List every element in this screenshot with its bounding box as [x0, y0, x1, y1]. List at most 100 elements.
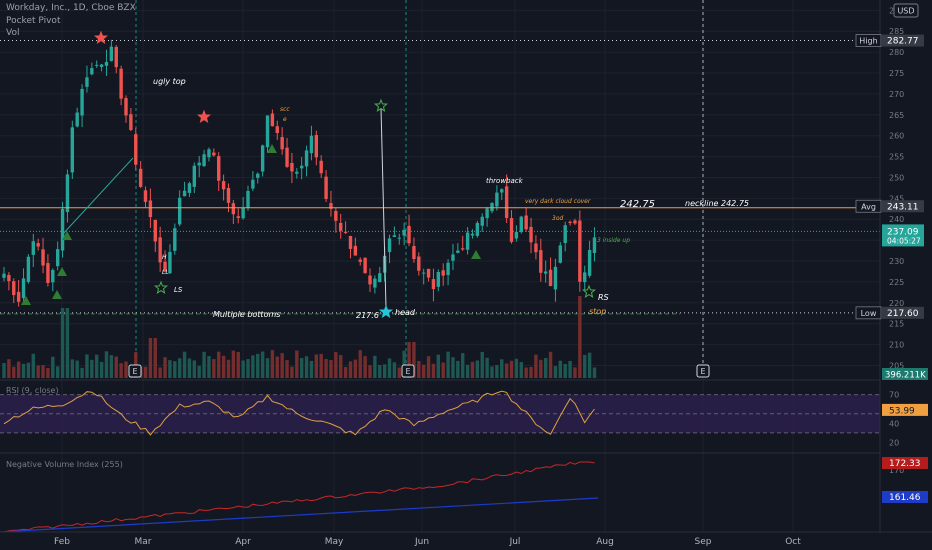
price-badge-tag-label: Low [861, 309, 877, 318]
volume-bar [90, 359, 94, 378]
candle-body [12, 281, 16, 296]
pivot-triangle [21, 296, 31, 305]
time-axis-label: Mar [135, 537, 152, 547]
rsi-value: 53.99 [889, 406, 915, 416]
candle-body [309, 135, 314, 154]
earnings-box [696, 364, 710, 378]
price-tick-label: 250 [889, 173, 904, 182]
volume-bar [7, 359, 11, 378]
volume-bar [539, 359, 543, 378]
candle-body [182, 190, 187, 197]
price-badge-value: 237.09 [887, 227, 919, 237]
volume-bar [104, 351, 109, 378]
candle-body [265, 115, 270, 148]
candle-body [587, 249, 592, 276]
price-badge [882, 306, 924, 319]
volume-bar [524, 367, 528, 378]
annotation-multiple-bottoms: Multiple bottoms [213, 310, 280, 319]
candle-body [85, 77, 89, 87]
price-tick-label: 255 [889, 153, 904, 162]
candle-body [397, 237, 401, 239]
volume-bar [583, 354, 587, 378]
volume-bar [85, 354, 89, 378]
volume-bar [51, 356, 55, 378]
price-tick-label: 225 [889, 278, 904, 287]
candle-body [578, 220, 582, 282]
candle-body [563, 225, 567, 243]
volume-bar [509, 360, 514, 378]
volume-bar [60, 308, 65, 378]
star-marker [94, 30, 108, 45]
candle-body [158, 237, 162, 263]
candle-body [90, 68, 94, 75]
symbol-title[interactable]: Workday, Inc., 1D, Cboe BZX [6, 3, 136, 13]
candle-body [319, 160, 323, 174]
candle-body [134, 134, 138, 165]
volume-bar [500, 359, 504, 378]
candle-body [558, 245, 563, 263]
volume-bar [373, 355, 377, 378]
volume-bar [226, 359, 231, 378]
volume-bar [495, 365, 499, 378]
candle-body [207, 149, 211, 158]
volume-bar [80, 367, 84, 378]
candle-body [583, 272, 587, 283]
volume-bar [148, 338, 153, 378]
candle-body [339, 222, 343, 231]
volume-bar [202, 351, 206, 378]
annotation-e: e [283, 116, 287, 123]
price-badge-tag [855, 199, 882, 213]
candle-body [553, 266, 558, 290]
price-tick-label: 230 [889, 257, 904, 266]
candle-body [217, 156, 221, 181]
candle-body [173, 228, 177, 251]
volume-bar [378, 364, 382, 378]
volume-bar [339, 355, 343, 378]
volume-bar [402, 350, 406, 378]
volume-bar [285, 360, 289, 378]
price-badge-value: 282.77 [887, 37, 919, 47]
candle-body [241, 207, 245, 219]
candle-body [70, 127, 75, 173]
time-axis-label: Jul [509, 537, 521, 547]
pivot-triangle [471, 250, 481, 259]
volume-bar [207, 356, 211, 378]
volume-bar [504, 363, 509, 378]
candle-body [290, 162, 294, 172]
volume-bar [299, 358, 304, 378]
candle-body [304, 150, 309, 167]
pivot-triangle [52, 290, 62, 299]
volume-bar [465, 364, 470, 378]
indicator-pocket-pivot-label[interactable]: Pocket Pivot [6, 16, 61, 26]
candle-body [168, 251, 172, 274]
volume-bar [592, 367, 597, 378]
pivot-triangle [57, 267, 67, 276]
volume-bar [348, 361, 353, 378]
candle-body [504, 186, 509, 219]
price-tick-label: 285 [889, 27, 904, 36]
volume-bar [417, 360, 421, 378]
nvi-ma-line [0, 497, 599, 533]
volume-bar [456, 360, 460, 378]
candle-body [573, 220, 577, 224]
pivot-triangle [62, 231, 72, 240]
volume-bar [251, 355, 255, 378]
volume-bar [421, 364, 426, 378]
volume-bar [173, 361, 177, 378]
indicator-vol-label[interactable]: Vol [6, 28, 20, 38]
candle-body [407, 225, 411, 244]
earnings-label: E [132, 367, 137, 376]
candle-body [260, 145, 265, 172]
volume-bar [99, 361, 104, 378]
volume-bar [543, 358, 548, 378]
volume-bar [553, 366, 558, 378]
volume-bar [319, 353, 323, 378]
price-tick-label: 275 [889, 69, 904, 78]
price-tick-label: 210 [889, 341, 904, 350]
annotation-throwback: throwback [486, 177, 524, 185]
volume-bar [309, 360, 314, 378]
candle-body [368, 275, 372, 285]
volume-bar [236, 352, 240, 378]
